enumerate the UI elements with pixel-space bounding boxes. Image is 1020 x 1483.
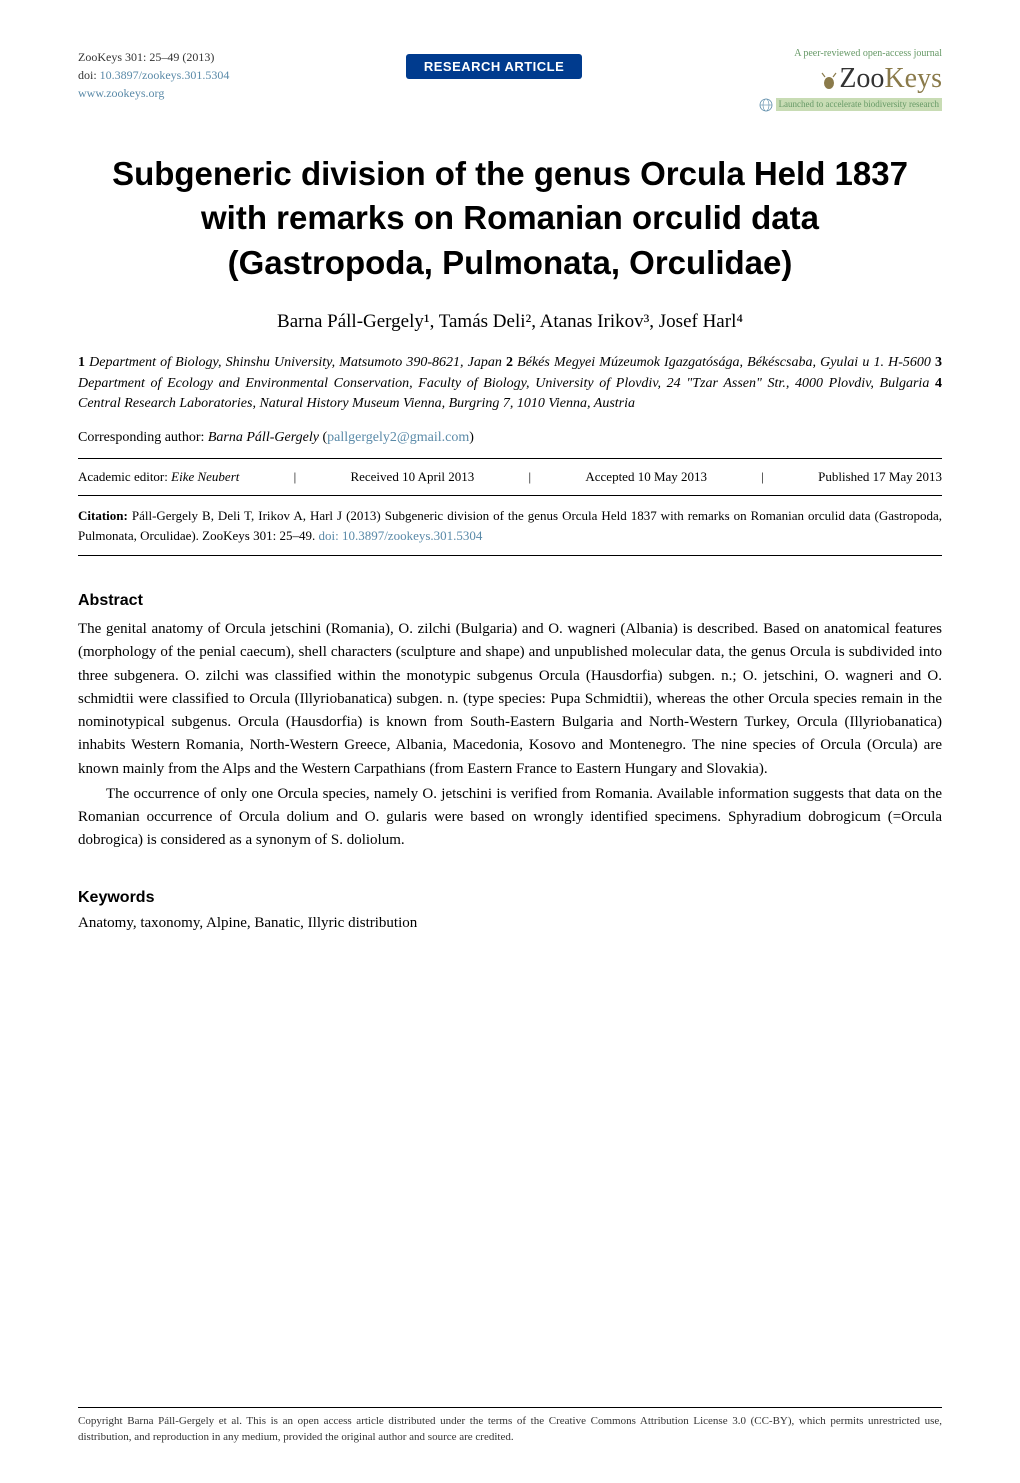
doi-label: doi: xyxy=(78,68,97,82)
zookeys-logo: A peer-reviewed open-access journal ZooK… xyxy=(759,48,942,112)
logo-tagline-row: Launched to accelerate biodiversity rese… xyxy=(759,98,942,112)
divider xyxy=(78,555,942,556)
citation-block: Citation: Páll-Gergely B, Deli T, Irikov… xyxy=(78,506,942,545)
abstract-paragraph-2: The occurrence of only one Orcula specie… xyxy=(78,783,942,853)
corresponding-email[interactable]: pallgergely2@gmail.com xyxy=(327,430,469,445)
citation-text: Páll-Gergely B, Deli T, Irikov A, Harl J… xyxy=(78,508,942,543)
journal-name: ZooKeys xyxy=(78,50,122,64)
corresponding-author: Corresponding author: Barna Páll-Gergely… xyxy=(78,430,942,446)
keywords-heading: Keywords xyxy=(78,889,942,907)
separator-icon: | xyxy=(294,469,297,485)
title-line-3: (Gastropoda, Pulmonata, Orculidae) xyxy=(228,244,793,281)
corresponding-label: Corresponding author: xyxy=(78,430,204,445)
editorial-dates: Academic editor: Eike Neubert | Received… xyxy=(78,469,942,485)
page-header: ZooKeys 301: 25–49 (2013) doi: 10.3897/z… xyxy=(78,48,942,112)
journal-meta: ZooKeys 301: 25–49 (2013) doi: 10.3897/z… xyxy=(78,48,229,102)
research-article-badge: RESEARCH ARTICLE xyxy=(406,54,582,79)
bug-icon xyxy=(819,71,839,91)
volume-pages: 301: 25–49 (2013) xyxy=(125,50,214,64)
abstract-body: The genital anatomy of Orcula jetschini … xyxy=(78,618,942,853)
logo-suffix: Keys xyxy=(884,63,942,94)
citation-doi-link[interactable]: doi: 10.3897/zookeys.301.5304 xyxy=(318,528,482,543)
separator-icon: | xyxy=(761,469,764,485)
abstract-heading: Abstract xyxy=(78,592,942,610)
logo-tagline: Launched to accelerate biodiversity rese… xyxy=(776,98,942,111)
abstract-paragraph-1: The genital anatomy of Orcula jetschini … xyxy=(78,618,942,781)
divider xyxy=(78,495,942,496)
editor-label: Academic editor: xyxy=(78,469,168,484)
received-date: Received 10 April 2013 xyxy=(350,469,474,485)
keywords-text: Anatomy, taxonomy, Alpine, Banatic, Illy… xyxy=(78,915,942,932)
logo-prefix: Zoo xyxy=(839,63,884,94)
affiliations: 1 Department of Biology, Shinshu Univers… xyxy=(78,353,942,414)
academic-editor: Academic editor: Eike Neubert xyxy=(78,469,239,485)
journal-website[interactable]: www.zookeys.org xyxy=(78,84,229,102)
title-line-1: Subgeneric division of the genus Orcula … xyxy=(112,155,908,192)
editor-name: Eike Neubert xyxy=(171,469,239,484)
doi-line: doi: 10.3897/zookeys.301.5304 xyxy=(78,66,229,84)
copyright-footer: Copyright Barna Páll-Gergely et al. This… xyxy=(78,1407,942,1445)
article-title: Subgeneric division of the genus Orcula … xyxy=(78,152,942,286)
published-date: Published 17 May 2013 xyxy=(818,469,942,485)
journal-volume-line: ZooKeys 301: 25–49 (2013) xyxy=(78,48,229,66)
doi-value[interactable]: 10.3897/zookeys.301.5304 xyxy=(100,68,230,82)
logo-top-line: A peer-reviewed open-access journal xyxy=(759,48,942,60)
logo-brand: ZooKeys xyxy=(759,62,942,96)
citation-label: Citation: xyxy=(78,508,128,523)
accepted-date: Accepted 10 May 2013 xyxy=(585,469,707,485)
globe-icon xyxy=(759,98,773,112)
authors-line: Barna Páll-Gergely¹, Tamás Deli², Atanas… xyxy=(78,311,942,333)
separator-icon: | xyxy=(529,469,532,485)
title-line-2: with remarks on Romanian orculid data xyxy=(201,199,819,236)
divider xyxy=(78,458,942,459)
corresponding-name: Barna Páll-Gergely xyxy=(208,430,319,445)
